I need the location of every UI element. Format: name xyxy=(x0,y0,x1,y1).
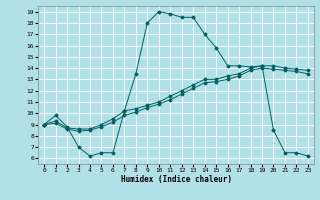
X-axis label: Humidex (Indice chaleur): Humidex (Indice chaleur) xyxy=(121,175,231,184)
